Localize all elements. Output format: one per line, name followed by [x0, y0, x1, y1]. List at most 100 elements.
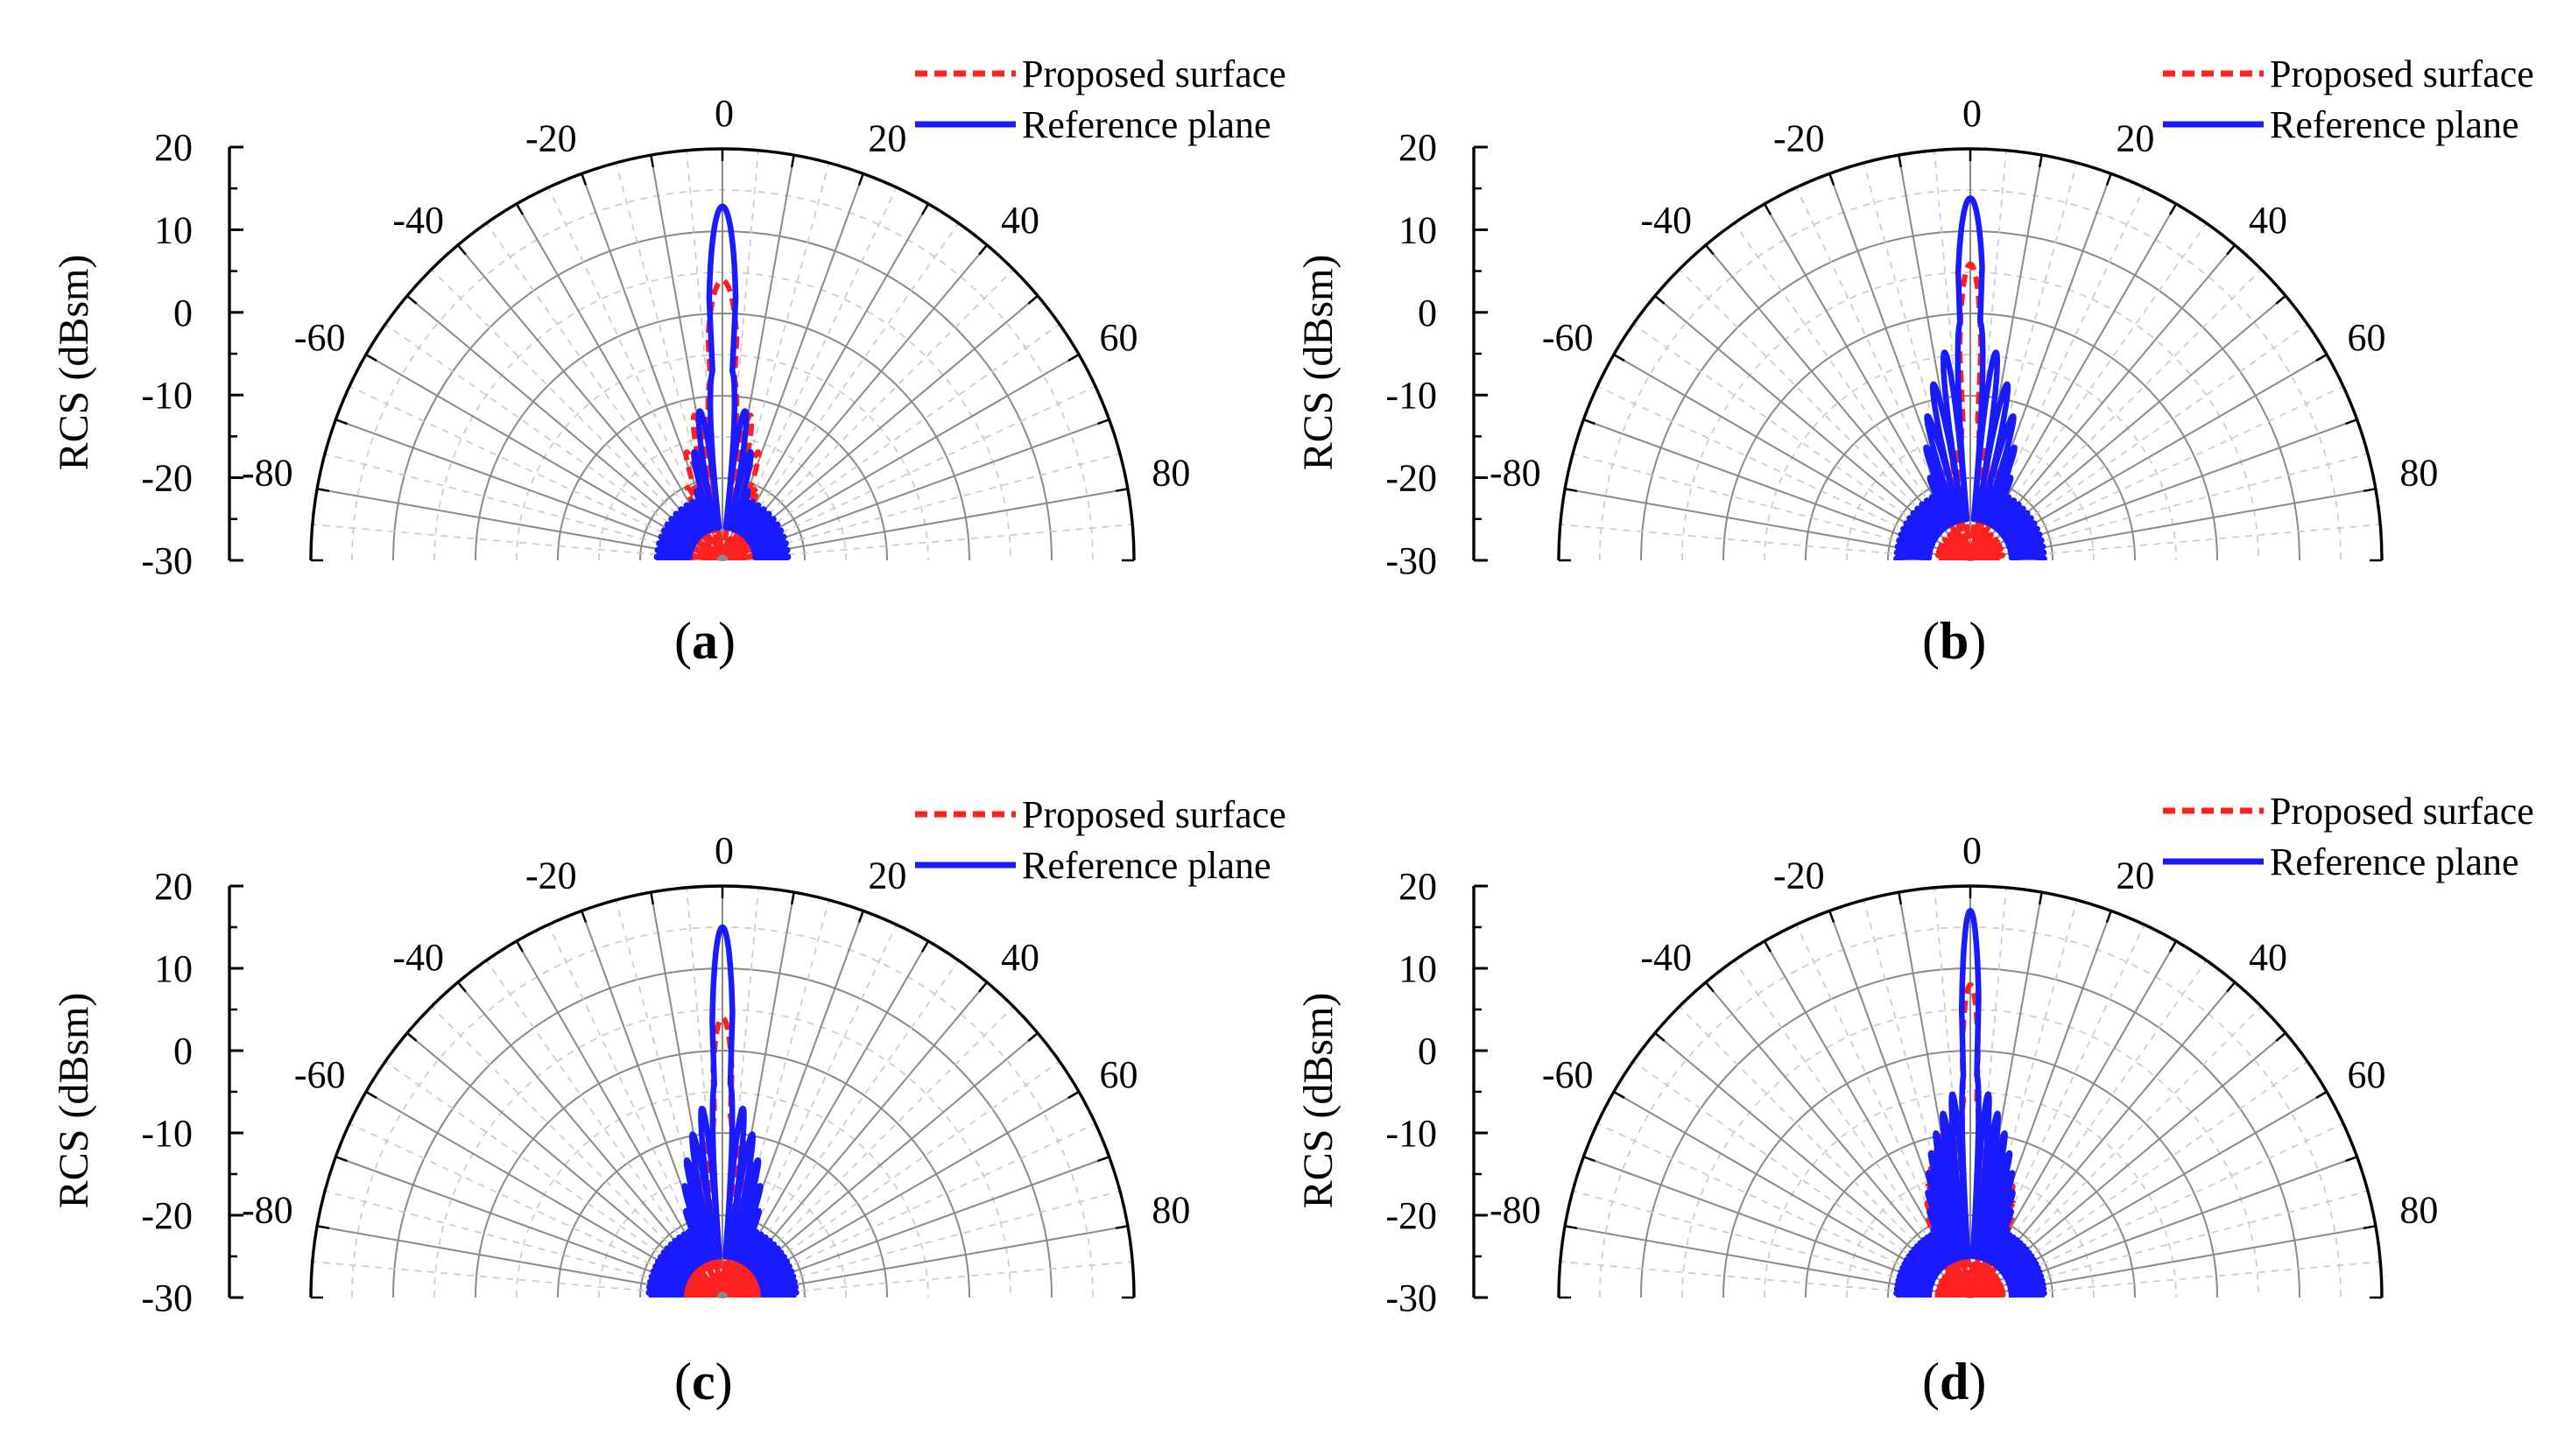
minor-spoke [312, 524, 723, 561]
angle-tick-mark [1097, 419, 1110, 426]
series-line-proposed-surface [1934, 261, 2006, 560]
angle-tick-label: -40 [1640, 199, 1692, 242]
angle-tick-mark [365, 353, 377, 362]
angle-tick-mark [920, 203, 930, 215]
r-tick-label: 10 [1398, 208, 1437, 251]
r-tick-label: -10 [1385, 374, 1437, 417]
r-tick-label: 20 [1398, 865, 1437, 908]
r-tick-label: 20 [154, 126, 193, 169]
angle-tick-mark [1613, 1090, 1625, 1100]
major-spoke [335, 419, 723, 561]
major-spoke [722, 488, 1129, 561]
panel-label: (a) [674, 612, 736, 670]
series-line-reference-plane [1893, 195, 2047, 560]
angle-tick-label: -80 [1490, 451, 1541, 494]
angle-tick-mark [1582, 1156, 1595, 1163]
r-tick-label: -30 [1385, 539, 1437, 582]
angle-tick-mark [515, 203, 525, 215]
angle-tick-mark [2315, 1090, 2328, 1100]
angle-tick-mark [2275, 294, 2286, 305]
r-tick-label: -30 [1385, 1277, 1437, 1319]
r-tick-label: 10 [1398, 947, 1437, 990]
r-tick-label: -30 [141, 539, 193, 582]
series-line-proposed-surface [679, 1015, 766, 1298]
angle-tick-mark [1115, 488, 1129, 493]
angle-tick-label: 40 [2249, 199, 2287, 242]
angle-tick-label: -40 [392, 936, 444, 979]
angle-tick-label: 60 [1099, 316, 1138, 359]
angle-tick-mark [2275, 1031, 2286, 1042]
r-tick-label: 10 [154, 208, 193, 251]
angle-tick-mark [790, 891, 795, 905]
major-spoke [722, 244, 988, 561]
y-axis-label: RCS (dBsm) [1295, 993, 1342, 1209]
legend: Proposed surface Reference plane [915, 793, 1286, 887]
angle-tick-mark [1582, 419, 1595, 426]
minor-ring [598, 436, 847, 561]
legend-label: Proposed surface [1022, 793, 1286, 836]
angle-tick-label: -40 [392, 199, 444, 242]
angle-tick-label: -20 [525, 116, 577, 159]
minor-spoke [722, 524, 1133, 561]
angle-tick-label: 40 [2249, 936, 2287, 979]
r-tick-label: 20 [154, 865, 193, 908]
y-axis-label: RCS (dBsm) [51, 993, 97, 1209]
r-tick-label: -20 [141, 1194, 193, 1237]
legend: Proposed surface Reference plane [2163, 790, 2534, 883]
angle-tick-label: 20 [868, 854, 906, 897]
angle-tick-mark [2168, 203, 2178, 215]
angle-tick-mark [1763, 203, 1772, 215]
angle-tick-label: 0 [715, 92, 734, 135]
angle-tick-label: -20 [525, 854, 577, 897]
angle-tick-label: -60 [294, 316, 346, 359]
angle-tick-mark [857, 172, 864, 186]
r-tick-label: -20 [1385, 457, 1437, 500]
angle-tick-mark [978, 244, 989, 256]
angle-tick-mark [650, 891, 655, 905]
minor-ring [598, 1173, 847, 1298]
r-tick-label: 10 [154, 947, 193, 990]
angle-tick-label: 0 [715, 829, 734, 872]
angle-tick-label: 40 [1001, 936, 1039, 979]
angle-tick-mark [335, 1156, 348, 1163]
angle-tick-mark [790, 154, 795, 168]
angle-tick-mark [2038, 891, 2043, 905]
angle-tick-mark [1898, 154, 1903, 168]
angle-tick-mark [1097, 1156, 1110, 1163]
angle-tick-label: -80 [1490, 1188, 1541, 1231]
major-spoke [722, 295, 1039, 561]
angle-tick-label: 20 [2116, 854, 2154, 897]
panel-label: (c) [674, 1353, 733, 1410]
angle-tick-mark [456, 244, 467, 256]
polar-chart-b: -80 -60 -40 -20 0 20 40 60 80 20 10 0 -10 -20 -30 RCS (… [1295, 53, 2534, 670]
angle-tick-mark [1763, 940, 1772, 953]
angle-tick-mark [316, 1225, 330, 1230]
r-tick-label: 0 [1418, 1030, 1437, 1073]
legend-label: Proposed surface [2270, 53, 2534, 95]
angle-tick-mark [1654, 1031, 1666, 1042]
angle-tick-label: 80 [2399, 451, 2438, 494]
angle-tick-mark [1828, 910, 1835, 923]
angle-tick-label: -60 [294, 1053, 346, 1096]
angle-tick-mark [1564, 1225, 1578, 1230]
angle-tick-mark [365, 1090, 377, 1100]
angle-tick-mark [1115, 1225, 1129, 1230]
series-line-proposed-surface [679, 278, 766, 560]
angle-tick-mark [2363, 1225, 2377, 1230]
angle-tick-mark [1613, 353, 1625, 362]
legend-label: Reference plane [1022, 103, 1271, 146]
major-spoke [722, 203, 929, 561]
angle-tick-mark [2105, 910, 2112, 923]
angle-tick-label: -20 [1773, 854, 1825, 897]
angle-tick-label: -60 [1542, 316, 1594, 359]
angle-tick-mark [581, 910, 588, 923]
angle-tick-mark [1067, 1090, 1080, 1100]
panel-label: (d) [1922, 1353, 1986, 1410]
series-line-reference-plane [1893, 907, 2047, 1298]
r-tick-label: -10 [141, 374, 193, 417]
angle-tick-mark [1027, 294, 1039, 305]
angle-tick-label: 20 [2116, 116, 2154, 159]
major-spoke [316, 488, 723, 561]
y-axis-label: RCS (dBsm) [1295, 255, 1342, 471]
legend-label: Reference plane [2270, 841, 2519, 883]
